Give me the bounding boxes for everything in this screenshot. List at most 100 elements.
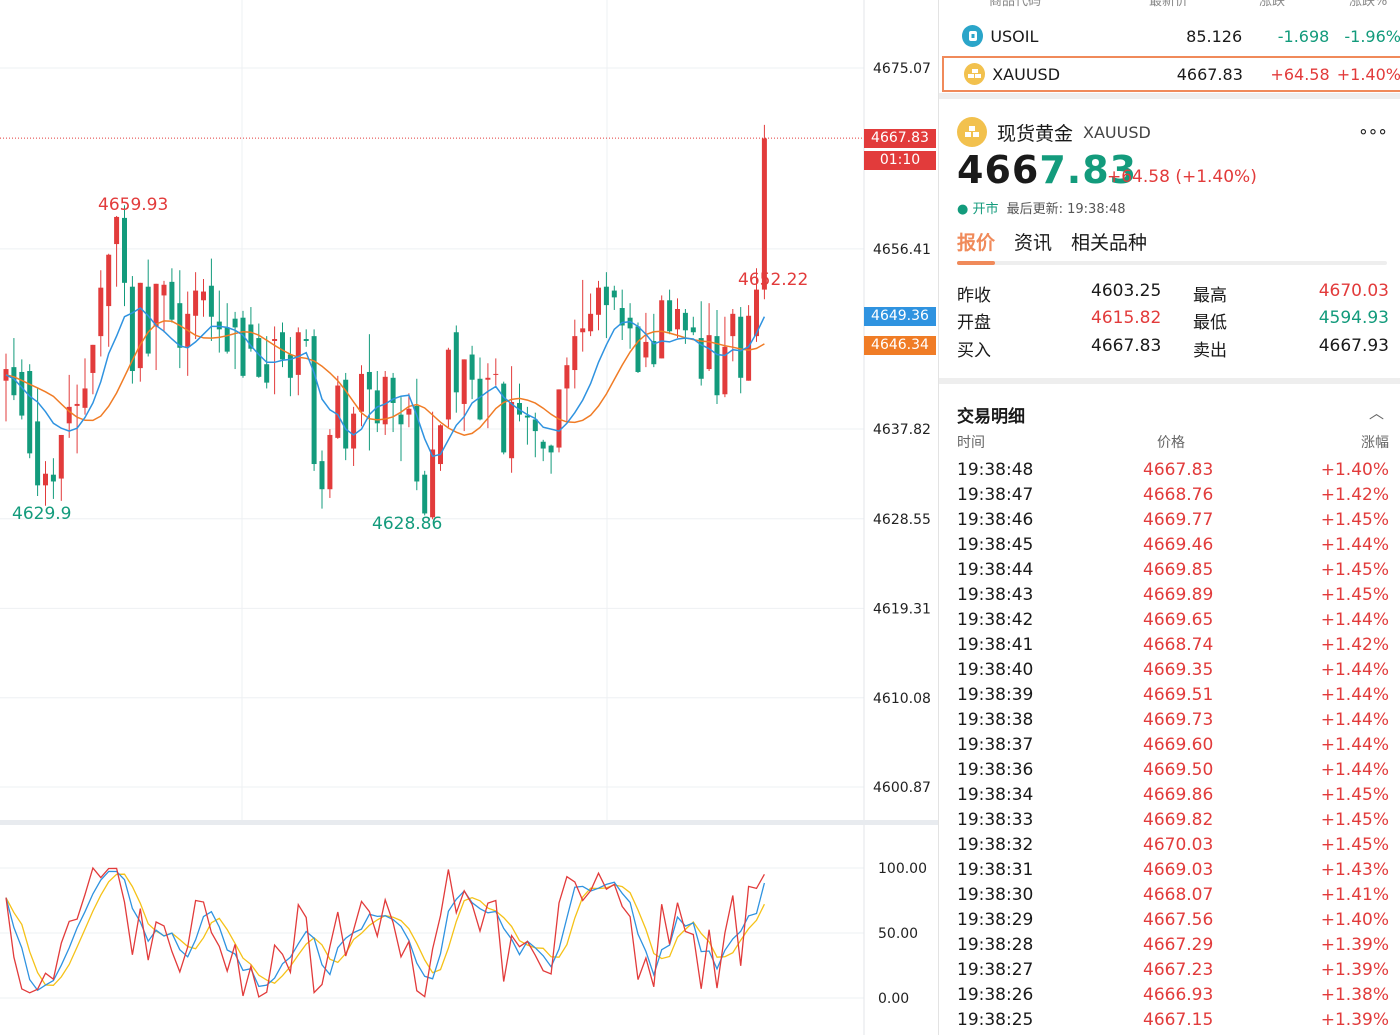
candle-body [35, 421, 41, 486]
y-tick-label: 4610.08 [873, 691, 931, 707]
table-row: 19:38:29 4667.56 +1.40% [957, 910, 1389, 935]
y-tick-label: 4637.82 [873, 422, 931, 438]
more-options-icon[interactable]: ∘∘∘ [1358, 122, 1388, 142]
table-row: 19:38:48 4667.83 +1.40% [957, 460, 1389, 485]
trade-price: 4669.73 [1143, 710, 1214, 730]
trade-time: 19:38:29 [957, 910, 1034, 930]
trade-time: 19:38:32 [957, 835, 1034, 855]
trade-pct: +1.39% [1320, 935, 1389, 955]
trades-title: 交易明细 [957, 407, 1025, 427]
candle-body [335, 385, 341, 438]
trade-price: 4668.07 [1143, 885, 1214, 905]
watchlist-header: 商品代码 最新价 涨跌 涨跌% [939, 0, 1400, 9]
tab-quote[interactable]: 报价 [957, 232, 996, 254]
quote-row: 昨收 4603.25 最高 4670.03 [957, 281, 1389, 307]
candle-body [422, 474, 428, 514]
candle-body [351, 413, 357, 449]
watchlist-last: 4667.83 [1176, 64, 1243, 84]
trade-time: 19:38:44 [957, 560, 1034, 580]
table-row: 19:38:40 4669.35 +1.44% [957, 660, 1389, 685]
table-row: 19:38:27 4667.23 +1.39% [957, 960, 1389, 985]
watchlist-pct: +1.40% [1336, 64, 1400, 84]
trade-price: 4669.86 [1143, 785, 1214, 805]
candle-body [485, 377, 491, 380]
candle-body [493, 373, 499, 375]
trade-pct: +1.45% [1320, 785, 1389, 805]
trades-col-pct: 涨幅 [1361, 435, 1389, 451]
trade-time: 19:38:41 [957, 635, 1034, 655]
price-annotation: 4628.86 [372, 514, 442, 534]
wl-col-change: 涨跌 [1259, 0, 1286, 9]
osc-tick-label: 100.00 [878, 861, 927, 877]
price-annotation: 4629.9 [12, 504, 71, 524]
candle-body [303, 339, 309, 341]
candle-body [580, 328, 586, 333]
table-row: 19:38:45 4669.46 +1.44% [957, 535, 1389, 560]
trade-price: 4669.60 [1143, 735, 1214, 755]
candle-body [145, 286, 151, 354]
watchlist-symbol: USOIL [990, 26, 1039, 46]
candle-body [193, 290, 199, 316]
candle-body [706, 335, 712, 370]
trade-time: 19:38:30 [957, 885, 1034, 905]
candle-body [453, 332, 459, 393]
price-change: +64.58 (+1.40%) [1107, 167, 1257, 187]
candle-body [469, 354, 475, 380]
trade-time: 19:38:40 [957, 660, 1034, 680]
prev-close-value: 4603.25 [1091, 281, 1162, 301]
price-annotation: 4652.22 [738, 270, 808, 290]
candle-body [240, 317, 246, 376]
trade-pct: +1.42% [1320, 485, 1389, 505]
table-row: 19:38:36 4669.50 +1.44% [957, 760, 1389, 785]
price-annotation: 4659.93 [98, 195, 168, 215]
candle-body [98, 287, 104, 337]
trades-col-time: 时间 [957, 435, 985, 451]
osc-line-d [5, 870, 766, 992]
candle-body [445, 349, 451, 420]
tab-related[interactable]: 相关品种 [1071, 232, 1148, 254]
tab-news[interactable]: 资讯 [1014, 232, 1053, 254]
candle-body [311, 336, 317, 465]
candle-body [611, 290, 617, 298]
candle-body [208, 285, 214, 317]
chart-area[interactable]: 4675.07 4656.41 4637.82 4628.55 4619.31 4610.… [0, 0, 938, 1035]
price-integer: 466 [957, 148, 1040, 192]
high-value: 4670.03 [1318, 281, 1389, 301]
trade-pct: +1.45% [1320, 835, 1389, 855]
watchlist-pct: -1.96% [1344, 26, 1400, 46]
watchlist-row-xauusd[interactable]: XAUUSD 4667.83 +64.58 +1.40% [942, 56, 1400, 92]
trade-price: 4667.29 [1143, 935, 1214, 955]
symbol-name: 现货黄金 [997, 122, 1074, 145]
candle-body [761, 138, 767, 290]
collapse-chevron-icon[interactable]: ︿ [1369, 404, 1385, 422]
candle-body [659, 300, 665, 359]
last-updated: 最后更新: 19:38:48 [1006, 202, 1126, 217]
watchlist-row-usoil[interactable]: USOIL 85.126 -1.698 -1.96% [942, 18, 1400, 54]
wl-col-symbol: 商品代码 [989, 0, 1042, 9]
divider [939, 378, 1400, 384]
trade-price: 4669.65 [1143, 610, 1214, 630]
candle-body [19, 371, 25, 416]
open-value: 4615.82 [1091, 308, 1162, 328]
candle-body [161, 284, 167, 296]
oil-icon [962, 25, 984, 47]
candle-body [690, 327, 696, 333]
price-chart[interactable]: 4675.07 4656.41 4637.82 4628.55 4619.31 4610.… [0, 0, 938, 820]
candle-body [430, 449, 436, 518]
candle-body [698, 338, 704, 379]
trade-time: 19:38:31 [957, 860, 1034, 880]
candle-body [382, 376, 388, 425]
candle-body [11, 367, 17, 396]
trade-price: 4666.93 [1143, 985, 1214, 1005]
symbol-header: 现货黄金 XAUUSD ∘∘∘ [957, 115, 1388, 149]
trade-pct: +1.43% [1320, 860, 1389, 880]
trade-time: 19:38:45 [957, 535, 1034, 555]
trade-price: 4669.51 [1143, 685, 1214, 705]
trade-price: 4667.83 [1143, 460, 1214, 480]
candle-body [461, 359, 467, 404]
open-label: 开盘 [957, 313, 991, 333]
low-label: 最低 [1193, 313, 1227, 333]
candle-body [509, 402, 515, 459]
y-tick-label: 4656.41 [873, 242, 931, 258]
trade-time: 19:38:34 [957, 785, 1034, 805]
